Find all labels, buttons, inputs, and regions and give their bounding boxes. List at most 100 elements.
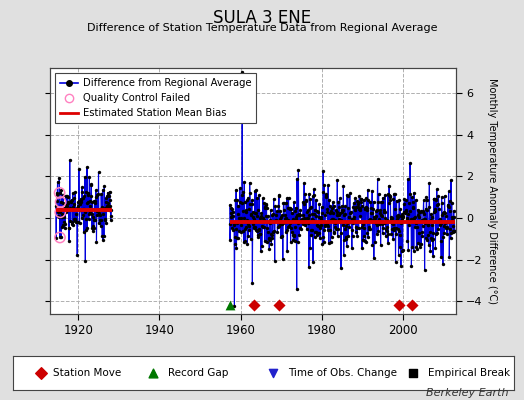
Point bbox=[286, 205, 294, 211]
Point bbox=[301, 217, 309, 223]
Point bbox=[320, 226, 329, 233]
Point bbox=[264, 213, 272, 219]
Point bbox=[348, 215, 356, 222]
Point bbox=[285, 205, 293, 212]
Point bbox=[418, 222, 427, 229]
Point bbox=[430, 209, 438, 215]
Point bbox=[262, 201, 270, 208]
Point bbox=[64, 224, 73, 231]
Point bbox=[331, 217, 339, 223]
Point bbox=[278, 212, 286, 218]
Point bbox=[268, 232, 276, 238]
Point bbox=[326, 216, 335, 223]
Point bbox=[390, 225, 399, 231]
Point bbox=[263, 239, 271, 246]
Point bbox=[339, 222, 347, 228]
Point bbox=[334, 216, 343, 222]
Point bbox=[59, 222, 67, 228]
Point bbox=[316, 235, 324, 242]
Point bbox=[245, 180, 254, 186]
Point bbox=[77, 195, 85, 202]
Point bbox=[65, 238, 73, 244]
Point bbox=[438, 194, 446, 200]
Point bbox=[379, 225, 388, 231]
Point bbox=[406, 207, 414, 214]
Point bbox=[294, 210, 303, 217]
Point bbox=[276, 216, 284, 222]
Point bbox=[89, 228, 97, 234]
Point bbox=[249, 208, 258, 215]
Point bbox=[402, 197, 410, 204]
Point bbox=[97, 223, 105, 229]
Point bbox=[53, 190, 61, 196]
Point bbox=[56, 209, 64, 216]
Point bbox=[433, 230, 442, 236]
Point bbox=[236, 199, 244, 205]
Point bbox=[266, 236, 275, 243]
Point bbox=[68, 221, 77, 227]
Point bbox=[256, 231, 264, 238]
Point bbox=[362, 194, 370, 201]
Point bbox=[238, 200, 246, 206]
Point bbox=[241, 199, 249, 205]
Point bbox=[311, 207, 319, 213]
Point bbox=[301, 191, 309, 198]
Point bbox=[397, 216, 406, 222]
Point bbox=[399, 213, 408, 219]
Point bbox=[450, 228, 458, 234]
Point bbox=[63, 202, 71, 209]
Point bbox=[265, 246, 274, 252]
Point bbox=[394, 214, 402, 220]
Point bbox=[54, 212, 62, 219]
Point bbox=[419, 209, 427, 216]
Point bbox=[274, 219, 282, 225]
Point bbox=[273, 208, 281, 214]
Point bbox=[242, 224, 250, 231]
Point bbox=[380, 209, 388, 216]
Point bbox=[241, 238, 249, 244]
Point bbox=[300, 215, 309, 222]
Point bbox=[87, 182, 95, 188]
Point bbox=[407, 216, 415, 222]
Point bbox=[395, 252, 403, 259]
Point bbox=[347, 218, 355, 225]
Point bbox=[321, 212, 330, 218]
Point bbox=[355, 206, 363, 212]
Point bbox=[266, 217, 274, 224]
Point bbox=[386, 194, 394, 200]
Point bbox=[422, 235, 430, 242]
Point bbox=[400, 210, 409, 216]
Point bbox=[257, 247, 265, 254]
Point bbox=[59, 192, 67, 198]
Point bbox=[298, 216, 307, 222]
Point bbox=[61, 202, 70, 208]
Point bbox=[322, 191, 330, 197]
Point bbox=[240, 179, 248, 185]
Point bbox=[266, 207, 275, 214]
Point bbox=[95, 206, 104, 212]
Point bbox=[287, 206, 296, 212]
Point bbox=[324, 182, 332, 189]
Point bbox=[353, 198, 361, 204]
Point bbox=[249, 302, 258, 308]
Point bbox=[248, 280, 257, 286]
Point bbox=[369, 217, 377, 223]
Point bbox=[325, 197, 333, 204]
Point bbox=[444, 203, 453, 209]
Point bbox=[315, 230, 323, 236]
Point bbox=[252, 187, 260, 193]
Point bbox=[267, 241, 276, 247]
Point bbox=[293, 239, 302, 246]
Point bbox=[246, 235, 255, 242]
Point bbox=[229, 212, 237, 219]
Point bbox=[334, 199, 342, 206]
Point bbox=[385, 182, 394, 189]
Point bbox=[256, 231, 264, 237]
Point bbox=[246, 200, 255, 207]
Point bbox=[79, 206, 87, 213]
Point bbox=[259, 215, 267, 222]
Point bbox=[369, 198, 378, 205]
Point bbox=[414, 214, 423, 220]
Point bbox=[449, 227, 457, 234]
Point bbox=[94, 206, 102, 213]
